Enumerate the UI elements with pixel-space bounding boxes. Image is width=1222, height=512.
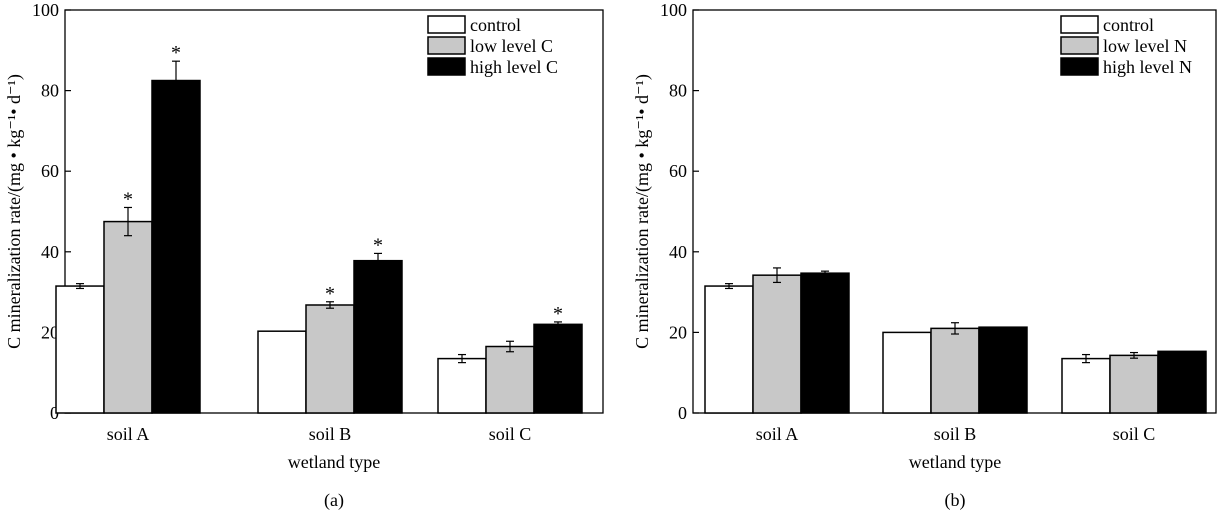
- legend-label: control: [470, 15, 521, 35]
- bar-control: [1061, 357, 1111, 414]
- chart-panel-0: 0 20 40 60 80 100 C mineralization rate/(mg • …: [4, 0, 604, 511]
- bar-low-level-c: [305, 304, 355, 414]
- chart-panel-1: 0 20 40 60 80 100 C mineralization rate/(mg • …: [632, 0, 1217, 511]
- legend-swatch: [1060, 36, 1099, 55]
- bar-control: [882, 331, 932, 414]
- x-category-label: soil C: [1113, 424, 1156, 444]
- y-tick-label: 100: [660, 0, 687, 20]
- legend-swatch: [427, 36, 466, 55]
- legend-swatch: [1060, 57, 1099, 76]
- y-axis-title: C mineralization rate/(mg • kg⁻¹• d⁻¹): [4, 74, 25, 349]
- bar-high-level-n: [978, 326, 1028, 414]
- bar-high-level-c: [151, 79, 201, 414]
- legend-label: low level N: [1103, 36, 1187, 56]
- bar-low-level-n: [752, 274, 802, 414]
- x-axis-title: wetland type: [909, 452, 1001, 472]
- legend-label: high level N: [1103, 57, 1192, 77]
- x-category-label: soil A: [107, 424, 150, 444]
- y-tick-label: 80: [669, 81, 687, 101]
- bar-low-level-n: [1109, 354, 1159, 414]
- legend-swatch: [1060, 15, 1099, 34]
- x-category-label: soil C: [489, 424, 532, 444]
- y-tick-label: 40: [669, 242, 687, 262]
- bar-low-level-c: [103, 220, 153, 414]
- panel-label: (a): [324, 490, 344, 511]
- y-axis-title: C mineralization rate/(mg • kg⁻¹• d⁻¹): [632, 74, 653, 349]
- bar-high-level-n: [1157, 350, 1207, 414]
- bar-high-level-n: [800, 272, 850, 414]
- x-category-label: soil A: [756, 424, 799, 444]
- bar-control: [437, 357, 487, 414]
- y-tick-label: 0: [50, 403, 59, 423]
- significance-marker: *: [325, 283, 335, 305]
- x-category-label: soil B: [934, 424, 977, 444]
- y-tick-label: 60: [669, 161, 687, 181]
- panel-label: (b): [945, 490, 966, 511]
- significance-marker: *: [171, 42, 181, 64]
- bar-high-level-c: [533, 323, 583, 414]
- bar-control: [55, 285, 105, 414]
- significance-marker: *: [553, 303, 563, 325]
- legend-label: high level C: [470, 57, 558, 77]
- bar-high-level-c: [353, 259, 403, 414]
- significance-marker: *: [123, 188, 133, 210]
- x-axis-title: wetland type: [288, 452, 380, 472]
- y-tick-label: 100: [32, 0, 59, 20]
- bar-control: [257, 330, 307, 414]
- bar-control: [704, 285, 754, 414]
- y-tick-label: 20: [669, 322, 687, 342]
- legend-label: low level C: [470, 36, 553, 56]
- bar-low-level-c: [485, 345, 535, 414]
- y-tick-label: 20: [41, 322, 59, 342]
- bar-low-level-n: [930, 327, 980, 414]
- y-tick-label: 80: [41, 81, 59, 101]
- legend-label: control: [1103, 15, 1154, 35]
- legend-swatch: [427, 57, 466, 76]
- y-tick-label: 60: [41, 161, 59, 181]
- y-tick-label: 40: [41, 242, 59, 262]
- significance-marker: *: [373, 234, 383, 256]
- legend-swatch: [427, 15, 466, 34]
- y-tick-label: 0: [678, 403, 687, 423]
- x-category-label: soil B: [309, 424, 352, 444]
